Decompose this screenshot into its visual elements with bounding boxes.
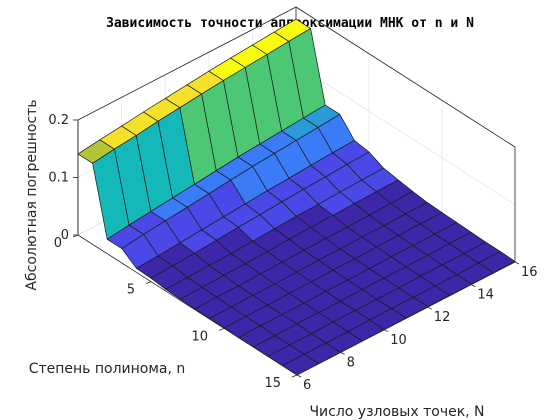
n-tick-label: 15 bbox=[264, 376, 281, 391]
N-tick-label: 12 bbox=[434, 310, 451, 325]
axis-box-edge bbox=[295, 6, 516, 148]
N-tick-label: 10 bbox=[390, 333, 407, 348]
tick-labels: 6 8 10 12 14 16 0 5 10 15 0 0.1 0.2 bbox=[48, 113, 537, 393]
N-tick-mark bbox=[427, 306, 432, 310]
N-tick-mark bbox=[514, 261, 520, 265]
N-tick-mark bbox=[384, 329, 389, 333]
y-axis-label: Степень полинома, n bbox=[29, 361, 186, 377]
axes-front bbox=[72, 119, 520, 378]
N-axis-line bbox=[296, 261, 516, 376]
z-tick-label: 0.1 bbox=[48, 171, 69, 186]
n-axis-line bbox=[77, 234, 298, 376]
N-tick-label: 16 bbox=[521, 265, 538, 280]
N-tick-label: 8 bbox=[347, 355, 355, 370]
wall-gridline bbox=[295, 64, 516, 205]
N-tick-mark bbox=[340, 352, 345, 355]
x-axis-label: Число узловых точек, N bbox=[309, 404, 484, 420]
z-tick-label: 0 bbox=[61, 228, 69, 243]
n-tick-label: 5 bbox=[127, 283, 135, 298]
n-tick-mark bbox=[218, 327, 225, 331]
N-tick-label: 14 bbox=[477, 288, 494, 303]
n-tick-mark bbox=[291, 374, 298, 378]
n-tick-mark bbox=[145, 281, 152, 285]
z-axis-label: Абсолютная погрешность bbox=[24, 99, 40, 290]
N-tick-label: 6 bbox=[303, 378, 311, 393]
n-tick-label: 0 bbox=[54, 236, 62, 251]
axis-box-edge bbox=[77, 6, 297, 121]
surface-plot bbox=[77, 18, 516, 376]
N-tick-mark bbox=[296, 374, 302, 378]
n-tick-label: 10 bbox=[191, 329, 208, 344]
N-tick-mark bbox=[471, 284, 476, 287]
z-tick-label: 0.2 bbox=[48, 113, 69, 128]
